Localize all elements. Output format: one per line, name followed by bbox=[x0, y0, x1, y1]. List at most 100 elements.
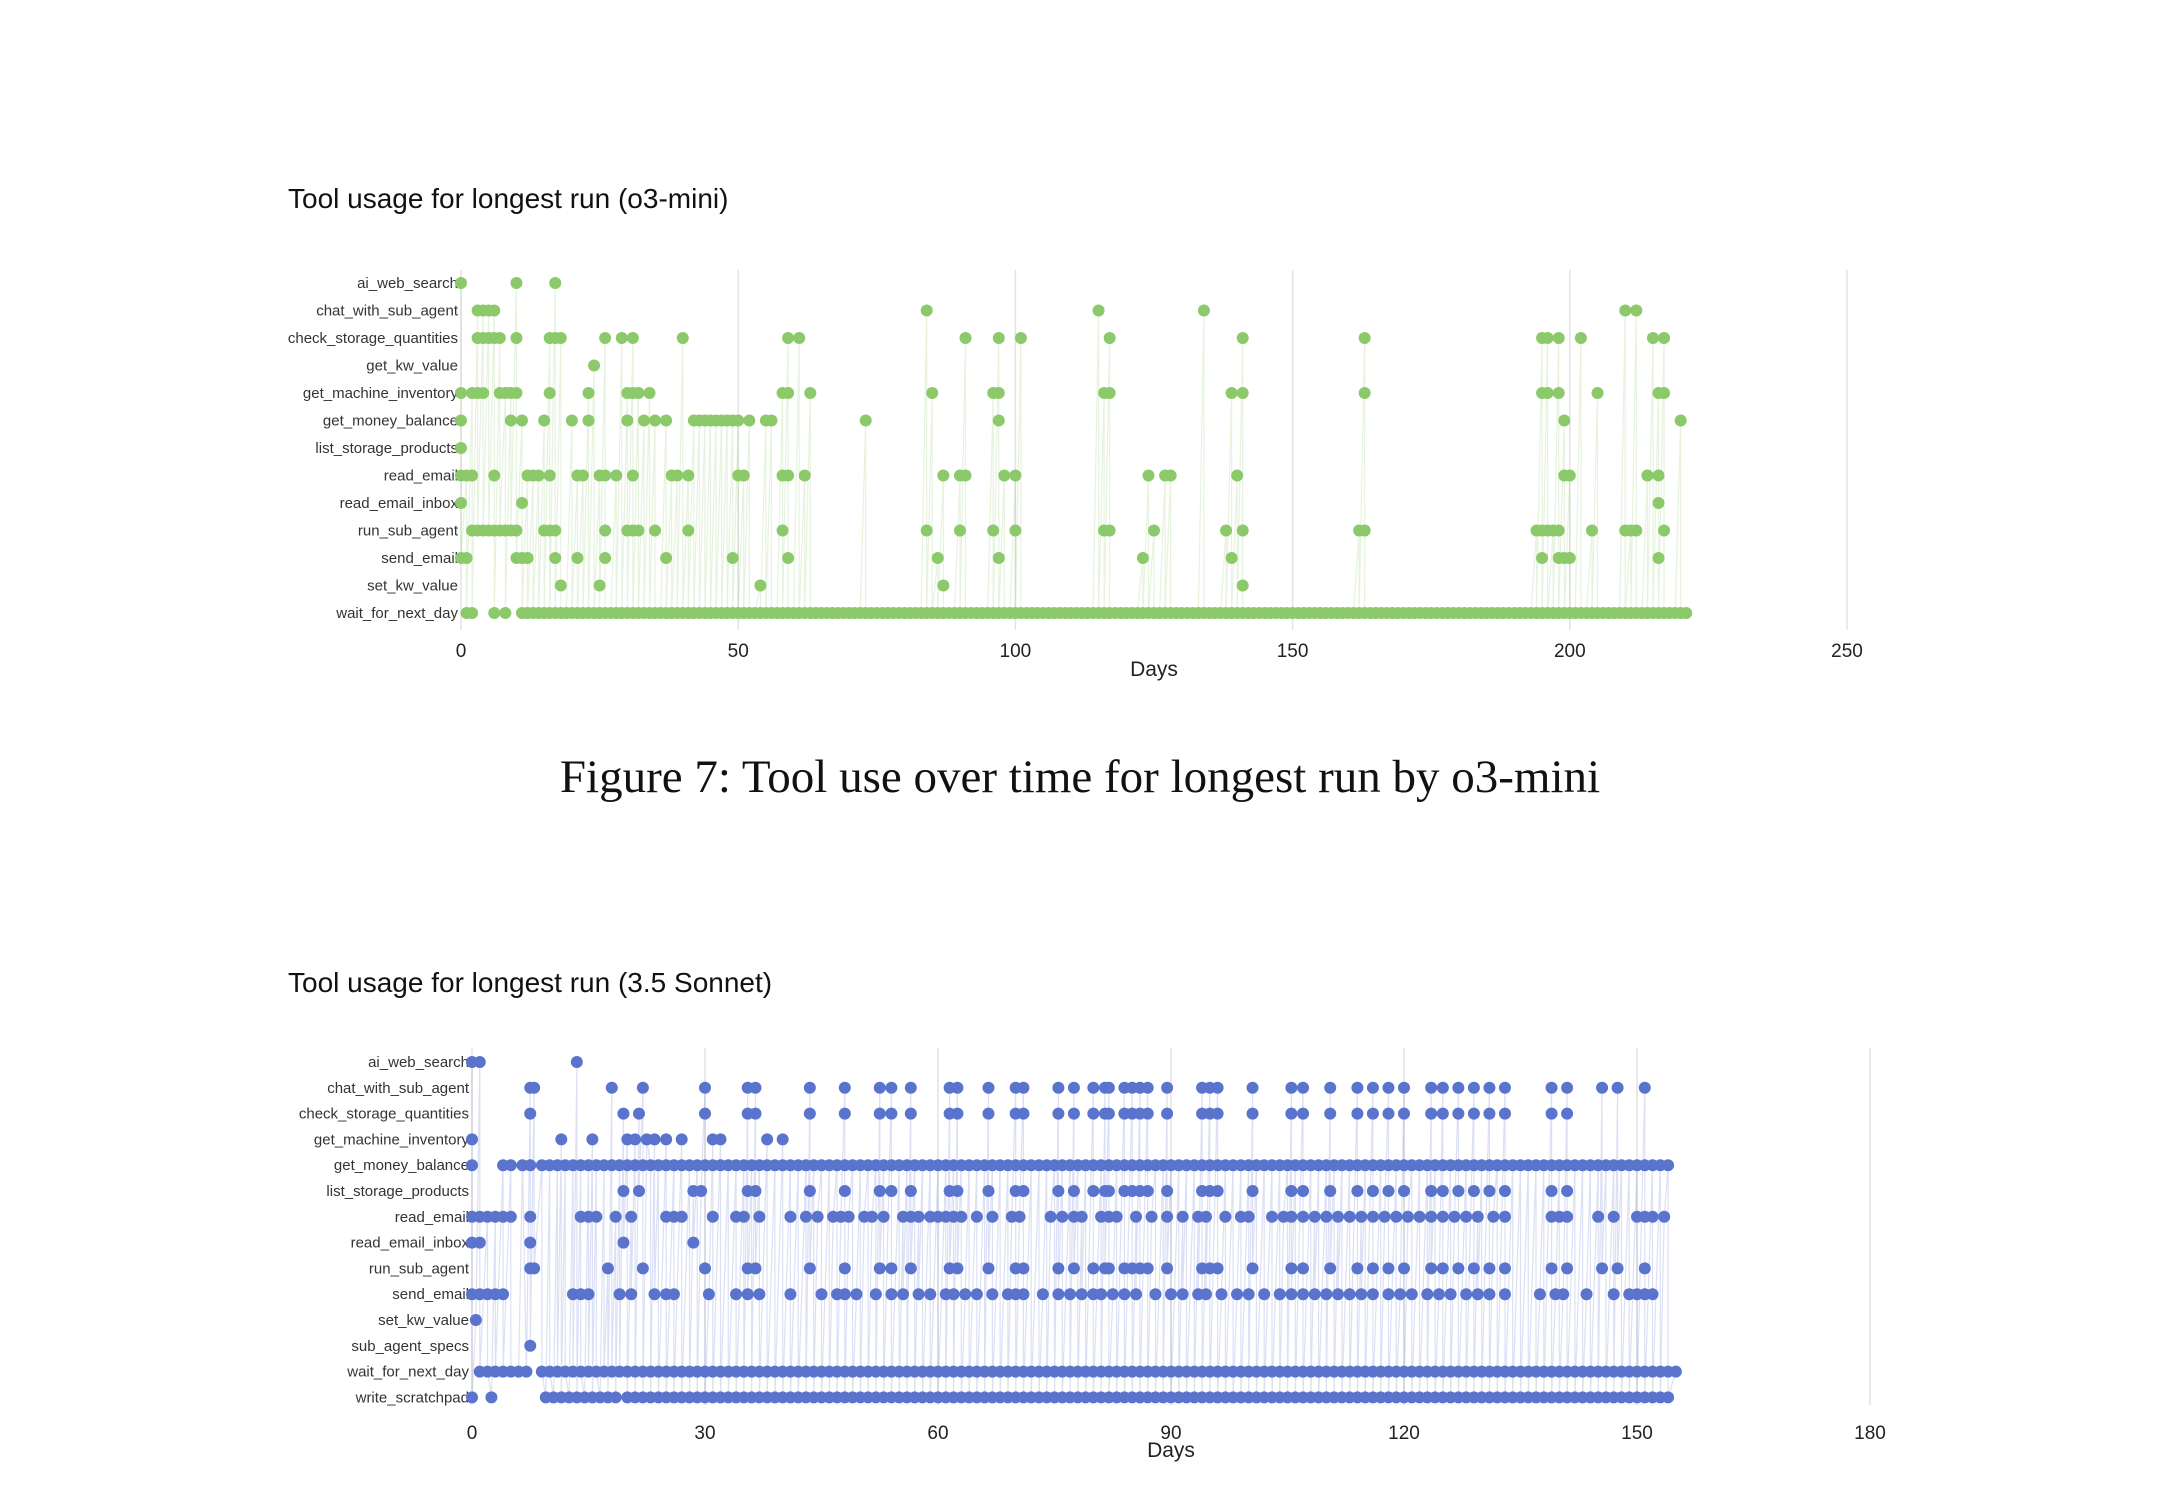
data-point bbox=[1161, 1210, 1174, 1223]
y-category-label: chat_with_sub_agent bbox=[327, 1080, 470, 1097]
data-point bbox=[959, 1288, 972, 1301]
data-point bbox=[1067, 1185, 1080, 1197]
data-point bbox=[702, 1288, 715, 1301]
data-point bbox=[926, 387, 939, 399]
data-point bbox=[937, 579, 950, 592]
data-point bbox=[1246, 1185, 1259, 1197]
data-point bbox=[1390, 1210, 1403, 1223]
data-point bbox=[1366, 1288, 1379, 1301]
data-point bbox=[811, 1210, 824, 1223]
data-point bbox=[1498, 1262, 1511, 1275]
data-point bbox=[497, 1288, 510, 1301]
data-point bbox=[1225, 387, 1238, 399]
data-point bbox=[873, 1185, 886, 1197]
data-point bbox=[555, 1133, 568, 1146]
data-point bbox=[1324, 1262, 1337, 1275]
data-point bbox=[1467, 1081, 1480, 1094]
data-point bbox=[1285, 1107, 1298, 1120]
data-point bbox=[582, 1288, 595, 1301]
data-point bbox=[1141, 1107, 1154, 1120]
y-category-label: check_storage_quantities bbox=[299, 1106, 469, 1123]
data-point bbox=[1324, 1081, 1337, 1094]
data-point bbox=[998, 469, 1011, 482]
data-point bbox=[613, 1288, 626, 1301]
data-point bbox=[992, 414, 1005, 427]
y-category-label: set_kw_value bbox=[378, 1312, 469, 1329]
data-point bbox=[1638, 1262, 1651, 1275]
data-point bbox=[609, 1210, 622, 1223]
data-point bbox=[1611, 1081, 1624, 1094]
data-point bbox=[1580, 1288, 1593, 1301]
data-point bbox=[1448, 1210, 1461, 1223]
data-point bbox=[1067, 1107, 1080, 1120]
data-point bbox=[1398, 1081, 1410, 1094]
data-point bbox=[1308, 1210, 1321, 1223]
data-point bbox=[1351, 1081, 1364, 1094]
data-point bbox=[838, 1185, 851, 1197]
data-point bbox=[1285, 1210, 1298, 1223]
data-point bbox=[741, 1288, 754, 1301]
data-point bbox=[885, 1081, 898, 1094]
x-tick-label-50: 50 bbox=[728, 641, 749, 662]
data-point bbox=[1405, 1288, 1418, 1301]
data-point bbox=[904, 1081, 917, 1094]
data-point bbox=[873, 1262, 886, 1275]
data-point bbox=[1067, 1262, 1080, 1275]
data-point bbox=[1436, 1081, 1449, 1094]
data-point bbox=[885, 1262, 898, 1275]
data-point bbox=[1596, 1081, 1609, 1094]
data-point bbox=[1297, 1288, 1310, 1301]
data-point bbox=[1658, 1210, 1671, 1223]
data-point bbox=[590, 1210, 603, 1223]
data-point bbox=[1652, 552, 1665, 564]
data-point bbox=[524, 1159, 537, 1172]
data-point bbox=[1444, 1288, 1457, 1301]
data-point bbox=[599, 469, 612, 482]
data-point bbox=[1398, 1262, 1410, 1275]
data-point bbox=[510, 277, 523, 289]
data-point bbox=[626, 332, 639, 344]
data-point bbox=[920, 304, 933, 317]
data-point bbox=[912, 1288, 925, 1301]
x-tick-label-150: 150 bbox=[1621, 1423, 1653, 1444]
data-point bbox=[776, 524, 789, 537]
data-point bbox=[1320, 1288, 1333, 1301]
data-point bbox=[1460, 1210, 1473, 1223]
data-point bbox=[1358, 332, 1371, 344]
data-point bbox=[1533, 1288, 1546, 1301]
y-category-label: get_machine_inventory bbox=[303, 385, 459, 402]
data-point bbox=[1165, 1288, 1177, 1301]
data-point bbox=[543, 469, 556, 482]
data-point bbox=[1130, 1288, 1143, 1301]
figure-7-caption: Figure 7: Tool use over time for longest… bbox=[559, 751, 1601, 803]
data-point bbox=[1619, 304, 1632, 317]
data-point bbox=[987, 524, 1000, 537]
data-point bbox=[510, 524, 523, 537]
data-point bbox=[687, 1236, 700, 1249]
data-point bbox=[1358, 387, 1371, 399]
data-point bbox=[1561, 1081, 1574, 1094]
data-point bbox=[1236, 332, 1249, 344]
data-point bbox=[1331, 1210, 1344, 1223]
data-point bbox=[1102, 1185, 1115, 1197]
data-point bbox=[1436, 1185, 1449, 1197]
data-point bbox=[599, 524, 612, 537]
y-category-label: get_money_balance bbox=[334, 1157, 469, 1174]
data-point bbox=[1382, 1081, 1395, 1094]
data-point bbox=[538, 414, 551, 427]
data-point bbox=[726, 552, 739, 564]
data-point bbox=[1075, 1210, 1088, 1223]
data-point bbox=[1366, 1210, 1379, 1223]
data-point bbox=[970, 1288, 983, 1301]
data-point bbox=[570, 1056, 583, 1068]
data-point bbox=[1141, 1262, 1154, 1275]
data-point bbox=[1436, 1210, 1449, 1223]
data-point bbox=[1199, 1288, 1212, 1301]
data-point bbox=[473, 1236, 486, 1249]
data-point bbox=[699, 1262, 711, 1275]
data-point bbox=[803, 1107, 816, 1120]
data-point bbox=[455, 387, 467, 399]
data-point bbox=[1351, 1107, 1364, 1120]
data-point bbox=[582, 414, 595, 427]
data-point bbox=[1273, 1288, 1286, 1301]
